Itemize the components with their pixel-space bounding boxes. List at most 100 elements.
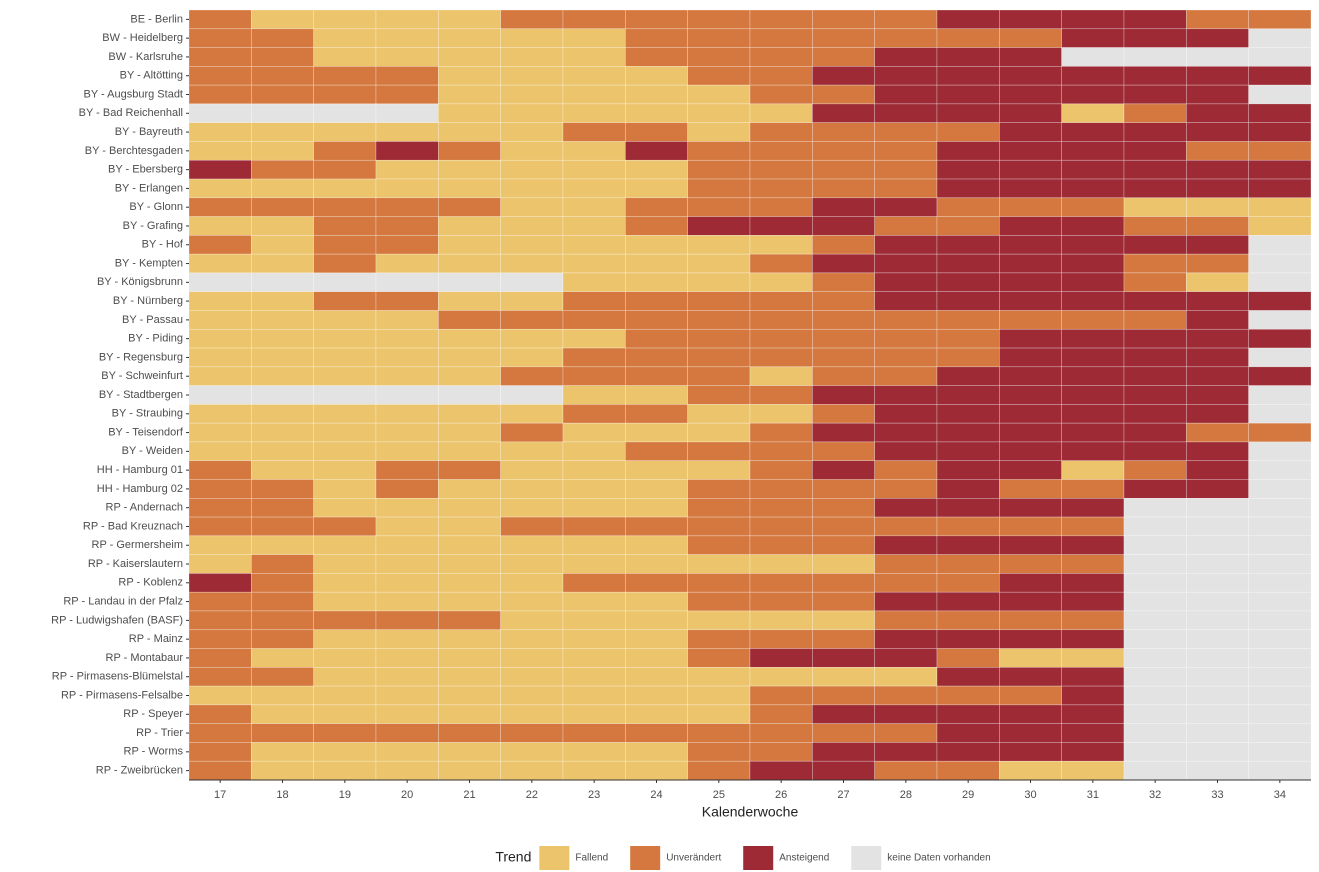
cell	[438, 648, 501, 668]
cell	[1248, 84, 1312, 105]
cell	[562, 629, 626, 649]
cell	[251, 328, 314, 349]
cell	[749, 159, 813, 180]
cell	[874, 460, 938, 480]
y-tick-label: RP - Landau in der Pfalz	[63, 595, 183, 607]
cell	[625, 9, 688, 30]
cell	[812, 310, 875, 330]
cell	[1123, 516, 1187, 537]
cell	[500, 253, 564, 274]
cell	[500, 385, 564, 405]
cell	[438, 685, 501, 706]
cell	[313, 742, 377, 762]
cell	[375, 591, 439, 612]
cell	[438, 159, 501, 180]
cell	[1123, 84, 1187, 105]
cell	[562, 516, 626, 537]
cell	[1123, 328, 1187, 349]
cell	[749, 66, 813, 86]
cell	[251, 66, 314, 86]
cell	[999, 554, 1062, 574]
cell	[375, 554, 439, 574]
cell	[375, 28, 439, 48]
cell	[687, 667, 751, 687]
cell	[999, 422, 1062, 443]
cell	[936, 460, 1000, 480]
cell	[687, 554, 751, 574]
cell	[749, 723, 813, 743]
y-tick-label: BW - Karlsruhe	[108, 51, 183, 63]
cell	[438, 235, 501, 255]
cell	[1061, 310, 1125, 330]
cell	[375, 347, 439, 368]
cell	[313, 385, 377, 405]
cell	[1123, 422, 1187, 443]
y-tick-label: HH - Hamburg 02	[97, 483, 183, 495]
cell	[562, 648, 626, 668]
y-tick-label: BY - Teisendorf	[108, 426, 184, 438]
cell	[562, 9, 626, 30]
cell	[625, 66, 688, 86]
cell	[562, 404, 626, 424]
cell	[687, 723, 751, 743]
y-tick-label: RP - Germersheim	[92, 539, 183, 551]
y-tick-label: RP - Andernach	[106, 502, 183, 514]
cell	[812, 347, 875, 368]
cell	[999, 742, 1062, 762]
cell	[313, 328, 377, 349]
cell	[999, 291, 1062, 311]
cell	[438, 704, 501, 724]
cell	[874, 347, 938, 368]
cell	[749, 291, 813, 311]
cell	[438, 197, 501, 217]
cell	[999, 610, 1062, 631]
cell	[562, 460, 626, 480]
cell	[188, 272, 252, 293]
cell	[1186, 497, 1249, 518]
cell	[749, 554, 813, 574]
cell	[375, 272, 439, 293]
cell	[625, 667, 688, 687]
cell	[874, 84, 938, 105]
cell	[936, 28, 1000, 48]
cell	[1186, 122, 1249, 142]
cell	[1248, 629, 1312, 649]
cell	[1123, 28, 1187, 48]
cell	[1061, 648, 1125, 668]
cell	[1248, 760, 1312, 781]
cell	[936, 235, 1000, 255]
cell	[687, 197, 751, 217]
cell	[562, 610, 626, 631]
cell	[999, 535, 1062, 555]
cell	[749, 422, 813, 443]
cell	[687, 178, 751, 199]
cell	[749, 84, 813, 105]
y-tick-label: BE - Berlin	[130, 13, 183, 25]
cell	[1123, 610, 1187, 631]
y-tick-label: BY - Bayreuth	[115, 126, 183, 138]
cell	[999, 573, 1062, 593]
cell	[687, 235, 751, 255]
cell	[687, 441, 751, 462]
cell	[375, 197, 439, 217]
cell	[999, 159, 1062, 180]
cell	[188, 310, 252, 330]
cell	[375, 141, 439, 161]
cell	[936, 9, 1000, 30]
cell	[1123, 573, 1187, 593]
x-tick-label: 25	[713, 789, 725, 801]
cell	[500, 629, 564, 649]
cell	[562, 704, 626, 724]
cell	[1061, 441, 1125, 462]
cell	[625, 535, 688, 555]
cell	[812, 366, 875, 386]
cell	[936, 667, 1000, 687]
cell	[1248, 122, 1312, 142]
cell	[625, 460, 688, 480]
cell	[936, 310, 1000, 330]
cell	[625, 141, 688, 161]
x-tick-label: 32	[1149, 789, 1161, 801]
cell	[874, 9, 938, 30]
cell	[500, 310, 564, 330]
cell	[687, 366, 751, 386]
